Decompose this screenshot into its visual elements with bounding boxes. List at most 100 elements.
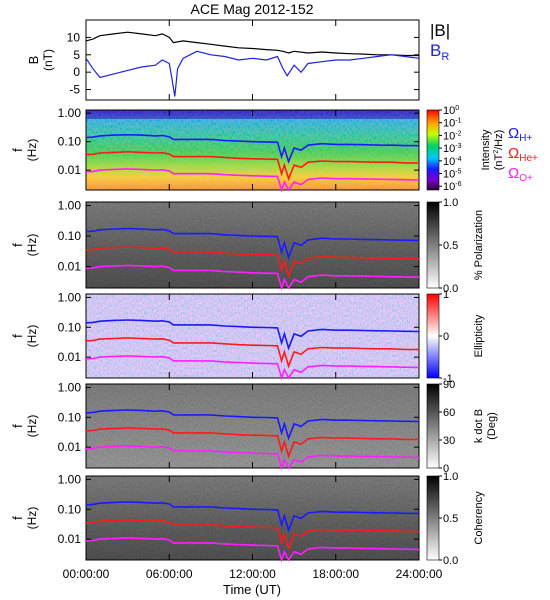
colorbar-tick-label: 0.0 [443, 555, 458, 567]
colorbar-tick-label: 10-5 [443, 168, 462, 180]
y-axis-unit: (Hz) [25, 507, 39, 530]
colorbar-unit: (Deg) [486, 412, 498, 440]
frequency-axis-labels: f (Hz) f (Hz) f (Hz) f (Hz) f (Hz) [10, 139, 39, 530]
colorbar-tick-label: 1.0 [443, 197, 458, 209]
colorbar-ticks: 1 0 -1 [439, 289, 453, 385]
colorbar-tick-label: 10-1 [443, 118, 462, 130]
gyrofrequency-line-o-plus [85, 264, 420, 291]
x-axis-label: Time (UT) [223, 582, 281, 597]
y-tick-label: 1.00 [58, 290, 82, 304]
colorbar-tick-label: 0.5 [443, 240, 458, 252]
chart-title: ACE Mag 2012-152 [191, 1, 314, 17]
colorbar-tick-label: 90 [443, 379, 455, 391]
colorbar-ticks: 1.0 0.5 0.0 [439, 471, 458, 567]
panel-magnetic-field: 10 5 0 -5 B (nT) |B| BR [26, 19, 450, 101]
legend-omega-o: ΩO+ [508, 165, 533, 184]
y-axis-label: f [10, 243, 25, 247]
y-tick-label: 1.00 [58, 198, 82, 212]
y-axis-unit: (Hz) [25, 325, 39, 348]
legend-omega-he: ΩHe+ [508, 145, 538, 164]
frequency-ticks: 1.00 0.10 0.01 1.00 0.10 0.01 1.00 0.10 0.01 1.00… [58, 106, 419, 546]
spectrogram-coherency [86, 476, 419, 560]
legend-b-radial: BR [430, 41, 449, 63]
panel-polarization: 1.0 0.5 0.0 % Polarization [85, 197, 485, 295]
y-axis-label: f [10, 334, 25, 338]
spectrogram-polarization [86, 202, 419, 288]
y-tick-label: 0.01 [58, 260, 82, 274]
spectrogram-ellipticity [86, 294, 419, 378]
colorbar-tick-label: 0.0 [443, 283, 458, 295]
x-tick-label: 00:00:00 [63, 567, 110, 581]
colorbar-tick-label: 10-3 [443, 143, 462, 155]
gyrofrequency-line-he-plus [85, 519, 419, 551]
colorbar-intensity [426, 109, 440, 191]
y-tick-label: 1.00 [58, 106, 82, 120]
gyrofrequency-line-h-plus [85, 409, 420, 441]
colorbar-label: Coherency [473, 491, 485, 545]
y-ticks: 10 5 0 -5 [67, 30, 419, 97]
colorbar-tick-label: 1 [443, 289, 449, 301]
panel-ellipticity: 1 0 -1 Ellipticity [85, 289, 485, 385]
x-tick-label: 24:00:00 [396, 567, 443, 581]
gyrofrequency-line-h-plus [85, 319, 420, 351]
y-tick-label: 0.10 [58, 410, 82, 424]
y-axis-unit: (Hz) [25, 234, 39, 257]
y-axis-unit: (Hz) [25, 415, 39, 438]
colorbar-tick-label: 100 [443, 105, 459, 117]
spectrogram-k-dot-b [86, 384, 419, 468]
colorbar-ellipticity [426, 293, 440, 379]
y-tick-label: 0.01 [58, 350, 82, 364]
legend-b-magnitude: |B| [430, 21, 450, 40]
y-tick-label: 0.10 [58, 229, 82, 243]
y-tick-label: 1.00 [58, 472, 82, 486]
y-tick-label: 5 [73, 48, 80, 62]
y-tick-label: 0.10 [58, 135, 82, 149]
gyrofrequency-line-o-plus [85, 168, 420, 193]
colorbar-unit: (nT2/Hz) [493, 130, 505, 171]
colorbar-tick-label: -1 [443, 373, 453, 385]
gyrofrequency-line-he-plus [85, 150, 419, 182]
gyrofrequency-line-h-plus [85, 501, 420, 533]
colorbar-tick-label: 0 [443, 463, 449, 475]
y-tick-label: -5 [69, 83, 80, 97]
panel-coherency: 1.0 0.5 0.0 Coherency [85, 471, 485, 567]
y-tick-label: 0.01 [58, 532, 82, 546]
colorbar-tick-label: 10-4 [443, 156, 462, 168]
legend-omega-h: ΩH+ [508, 125, 532, 144]
gyrofrequency-line-he-plus [85, 337, 419, 369]
gyrofrequency-line-o-plus [85, 537, 420, 563]
gyrofrequency-overlays [85, 133, 420, 563]
colorbar-tick-label: 10-6 [443, 181, 462, 193]
gyrofrequency-line-o-plus [85, 445, 420, 471]
colorbar-label: Ellipticity [473, 314, 485, 357]
y-tick-label: 1.00 [58, 380, 82, 394]
time-ticks: 00:00:00 06:00:00 12:00:00 18:00:00 24:00:00 [63, 20, 443, 581]
y-tick-label: 10 [67, 30, 81, 44]
colorbar-tick-label: 1.0 [443, 471, 458, 483]
y-tick-label: 0.01 [58, 440, 82, 454]
gyrofrequency-line-h-plus [85, 133, 420, 164]
x-tick-label: 06:00:00 [146, 567, 193, 581]
colorbar-label: Intensity [480, 129, 492, 170]
y-tick-label: 0.10 [58, 320, 82, 334]
gyrofrequency-line-he-plus [85, 246, 419, 279]
y-tick-label: 0.01 [58, 163, 82, 177]
x-tick-label: 12:00:00 [229, 567, 276, 581]
colorbar-label: % Polarization [473, 210, 485, 280]
colorbar-label: k dot B [473, 409, 485, 443]
colorbar-k-dot-b [426, 383, 440, 469]
gyrofrequency-line-he-plus [85, 427, 419, 459]
y-axis-label: f [10, 516, 25, 520]
colorbar-polarization [426, 201, 440, 289]
series-b-magnitude-line [85, 31, 419, 57]
gyrofrequency-line-o-plus [85, 355, 420, 381]
colorbar-tick-label: 0 [443, 331, 449, 343]
panel-frame [85, 19, 420, 101]
y-tick-label: 0 [73, 65, 80, 79]
colorbar-coherency [426, 475, 440, 561]
colorbar-ticks: 1.0 0.5 0.0 [439, 197, 458, 295]
y-axis-label: B [26, 56, 41, 65]
